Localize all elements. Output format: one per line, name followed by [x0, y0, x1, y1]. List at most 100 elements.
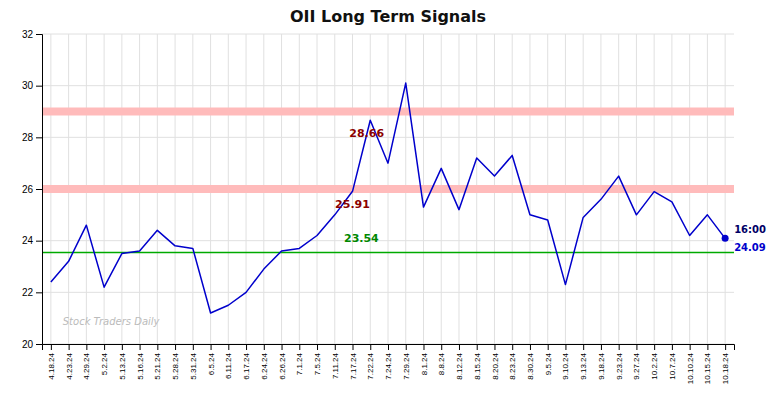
x-tick-label: 4.18.24: [47, 352, 56, 379]
reference-band: [42, 185, 734, 193]
x-tick: 6.24.24: [260, 344, 269, 380]
x-tick: 4.18.24: [47, 344, 56, 380]
x-tick-mark: [512, 344, 513, 350]
x-tick: 9.10.24: [561, 344, 570, 380]
y-tick-mark: [36, 137, 42, 138]
x-tick-mark: [282, 344, 283, 350]
x-tick: 8.12.24: [455, 344, 464, 380]
x-tick: 9.13.24: [579, 344, 588, 380]
y-tick: 22: [22, 287, 42, 298]
x-tick-mark: [707, 344, 708, 350]
x-tick-mark: [246, 344, 247, 350]
y-tick-label: 32: [22, 29, 34, 40]
x-tick-mark: [228, 344, 229, 350]
x-axis-line: [43, 345, 735, 351]
x-tick-mark: [477, 344, 478, 350]
watermark: Stock Traders Daily: [63, 316, 161, 327]
x-tick: 4.29.24: [82, 344, 91, 380]
x-tick-mark: [619, 344, 620, 350]
x-tick-label: 9.10.24: [561, 352, 570, 379]
x-tick-label: 6.26.24: [278, 352, 287, 379]
annotation: 23.54: [344, 232, 379, 245]
x-tick-mark: [565, 344, 566, 350]
x-tick: 8.23.24: [508, 344, 517, 380]
x-tick-mark: [530, 344, 531, 350]
x-tick-mark: [264, 344, 265, 350]
x-tick: 5.28.24: [171, 344, 180, 380]
x-tick: 7.5.24: [313, 344, 322, 375]
x-tick-label: 9.27.24: [632, 352, 641, 379]
x-tick-mark: [636, 344, 637, 350]
y-tick: 24: [22, 235, 42, 246]
x-tick-label: 5.28.24: [171, 352, 180, 379]
x-tick-label: 6.11.24: [224, 352, 233, 379]
x-tick: 5.16.24: [136, 344, 145, 380]
x-tick-mark: [548, 344, 549, 350]
x-tick-mark: [175, 344, 176, 350]
x-tick: 7.17.24: [349, 344, 358, 380]
y-axis-line: [36, 35, 43, 345]
x-tick: 8.15.24: [473, 344, 482, 380]
x-tick: 10.18.24: [721, 344, 730, 384]
y-tick-mark: [36, 344, 42, 345]
y-axis: 20 22 24 26 28 30 32: [22, 29, 43, 350]
x-tick-label: 7.22.24: [366, 352, 375, 379]
x-tick-label: 8.20.24: [491, 352, 500, 379]
x-tick-mark: [388, 344, 389, 350]
y-tick-label: 30: [22, 80, 34, 91]
x-tick-label: 5.16.24: [136, 352, 145, 379]
x-tick: 8.20.24: [491, 344, 500, 380]
grid-line-y: [42, 189, 734, 190]
x-tick-mark: [494, 344, 495, 350]
y-tick: 28: [22, 132, 42, 143]
data-layer: [42, 83, 734, 313]
x-tick-label: 8.23.24: [508, 352, 517, 379]
x-tick-mark: [104, 344, 105, 350]
x-tick-mark: [211, 344, 212, 350]
y-tick-label: 20: [22, 339, 34, 350]
x-tick: 7.24.24: [384, 344, 393, 380]
x-tick: 6.17.24: [242, 344, 251, 380]
x-tick-label: 8.30.24: [526, 352, 535, 379]
y-tick-mark: [36, 292, 42, 293]
annotation: 25.91: [335, 198, 370, 211]
x-tick-label: 4.29.24: [82, 352, 91, 379]
x-tick: 5.31.24: [189, 344, 198, 380]
x-tick: 5.2.24: [100, 344, 109, 375]
x-tick-mark: [459, 344, 460, 350]
x-tick: 8.1.24: [420, 344, 429, 375]
x-tick-mark: [317, 344, 318, 350]
y-tick-label: 26: [22, 184, 34, 195]
x-tick: 5.21.24: [153, 344, 162, 380]
y-tick: 32: [22, 29, 42, 40]
x-tick-mark: [672, 344, 673, 350]
x-tick-mark: [654, 344, 655, 350]
x-tick: 4.23.24: [65, 344, 74, 380]
x-tick: 5.13.24: [118, 344, 127, 380]
x-tick: 9.27.24: [632, 344, 641, 380]
annotation: 24.09: [734, 242, 766, 253]
x-tick-mark: [193, 344, 194, 350]
annotation: 28.66: [349, 127, 384, 140]
x-tick: 9.18.24: [597, 344, 606, 380]
reference-line: [42, 252, 734, 254]
x-tick-mark: [406, 344, 407, 350]
x-tick-label: 7.17.24: [349, 352, 358, 379]
x-tick-mark: [86, 344, 87, 350]
x-tick-label: 7.11.24: [331, 352, 340, 379]
x-tick-mark: [690, 344, 691, 350]
x-tick-label: 10.15.24: [703, 352, 712, 384]
x-tick: 7.29.24: [402, 344, 411, 380]
grid: [42, 34, 734, 344]
y-tick-mark: [36, 86, 42, 87]
x-tick-label: 7.5.24: [313, 352, 322, 375]
x-tick-mark: [122, 344, 123, 350]
x-tick-label: 8.8.24: [437, 352, 446, 375]
x-tick-label: 8.1.24: [420, 352, 429, 375]
y-tick-mark: [36, 241, 42, 242]
y-tick-label: 24: [22, 235, 34, 246]
annotation: 16:00: [734, 224, 766, 235]
annotations: 28.66 25.91 23.54 16:00 24.09: [335, 127, 766, 253]
x-tick: 7.1.24: [295, 344, 304, 375]
x-tick-label: 7.29.24: [402, 352, 411, 379]
